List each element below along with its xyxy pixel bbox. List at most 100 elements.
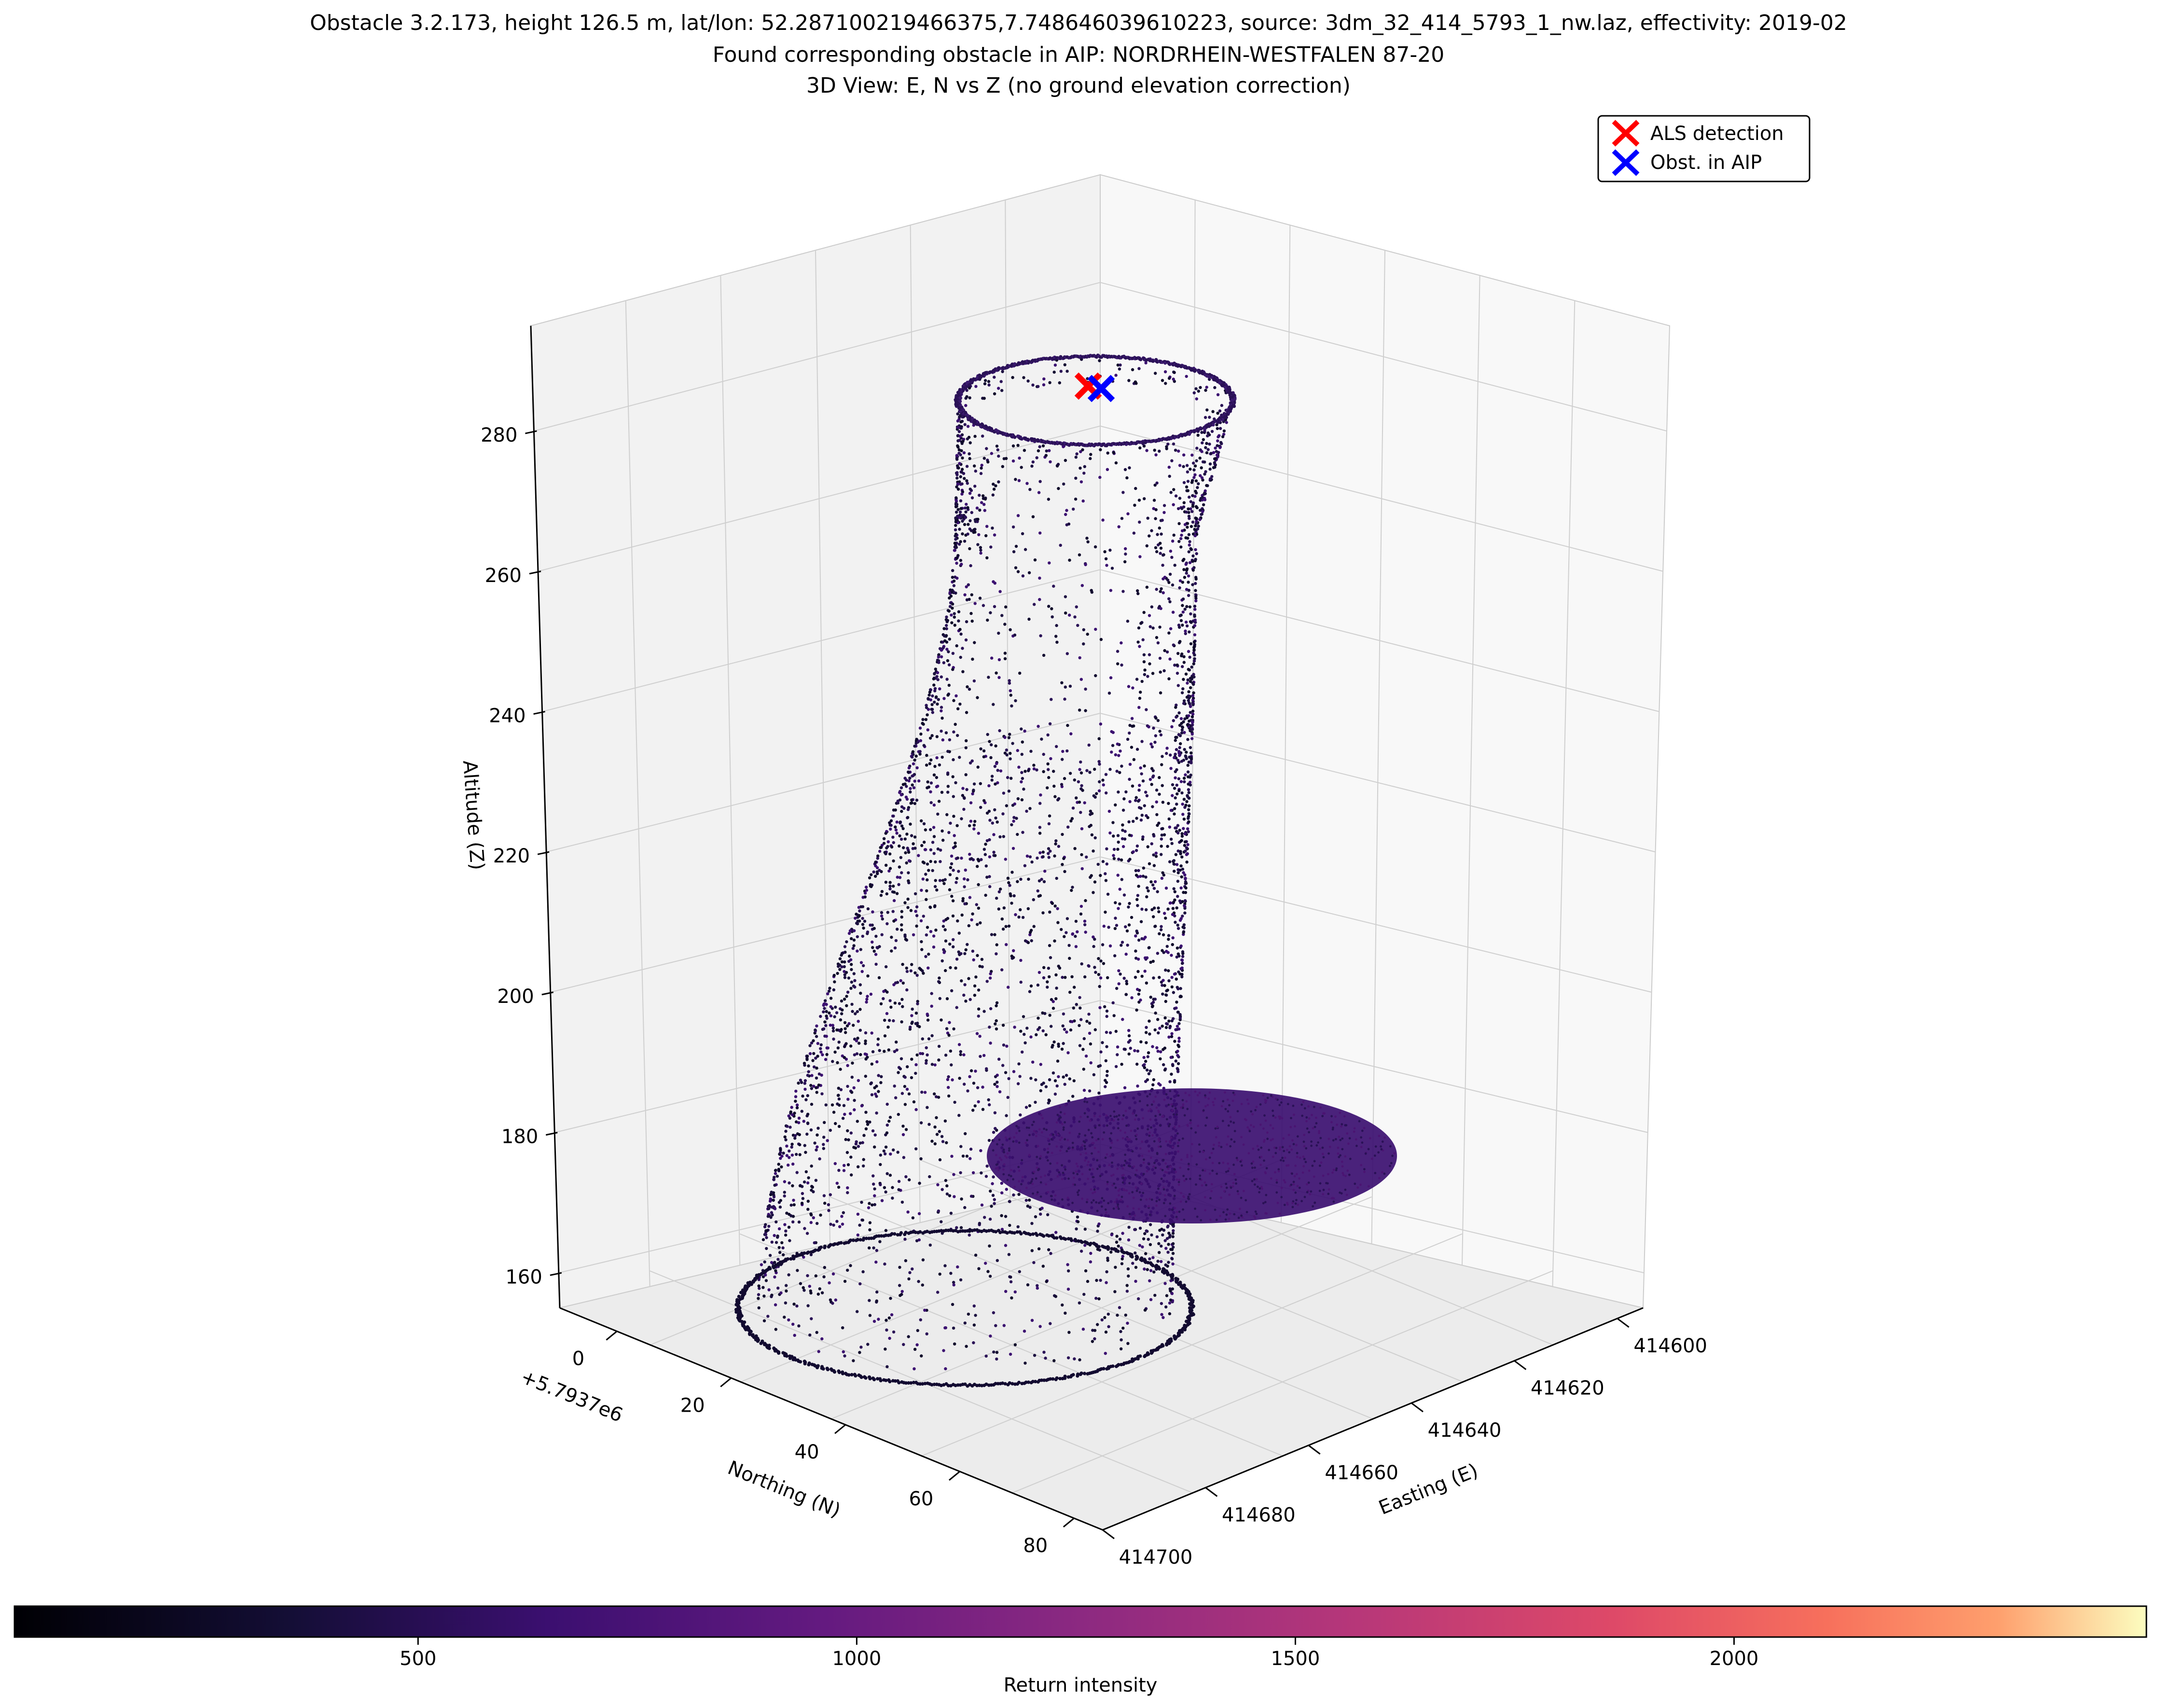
cloud-point — [1170, 1035, 1174, 1038]
cloud-point — [777, 1246, 781, 1250]
cloud-point — [986, 1270, 990, 1273]
cloud-point — [1103, 1316, 1106, 1319]
cloud-point — [861, 916, 864, 920]
cloud-point — [1218, 446, 1222, 449]
cloud-point — [1109, 676, 1113, 680]
cloud-point — [852, 929, 856, 932]
cloud-point — [947, 1033, 951, 1037]
cloud-point — [779, 1151, 782, 1154]
cloud-point — [1061, 833, 1064, 836]
cloud-point — [1143, 497, 1146, 500]
cloud-point — [1038, 851, 1042, 855]
cloud-point — [1171, 913, 1175, 916]
cloud-point — [843, 1279, 847, 1283]
cloud-point — [1171, 794, 1174, 797]
cloud-point — [875, 1299, 879, 1303]
cloud-point — [839, 1088, 843, 1091]
cloud-point — [945, 615, 948, 619]
cloud-point — [1139, 1040, 1143, 1043]
cloud-point — [802, 1120, 806, 1123]
cloud-point — [1143, 1066, 1147, 1069]
cloud-point — [988, 1026, 991, 1029]
cloud-point — [1117, 858, 1120, 861]
cloud-point — [874, 962, 878, 966]
cloud-point — [1154, 851, 1158, 855]
cloud-point — [956, 482, 960, 486]
cloud-point — [907, 766, 911, 770]
cloud-point — [1042, 653, 1046, 657]
cloud-point — [835, 1220, 839, 1223]
cloud-point — [1025, 809, 1028, 813]
cloud-point — [904, 1128, 908, 1131]
cloud-point — [1069, 732, 1073, 736]
cloud-point — [995, 943, 998, 946]
cloud-point — [1056, 1059, 1060, 1063]
cloud-point — [1038, 598, 1041, 601]
cloud-point — [959, 1278, 963, 1282]
cloud-point — [797, 1082, 800, 1085]
cloud-point — [1035, 768, 1038, 772]
cloud-point — [1053, 939, 1056, 943]
cloud-point — [1111, 1001, 1115, 1004]
cloud-point — [1134, 957, 1138, 960]
cloud-point — [947, 683, 951, 687]
cloud-point — [850, 1002, 854, 1006]
cloud-point — [861, 1141, 864, 1144]
cloud-point — [964, 510, 968, 514]
cloud-point — [944, 969, 947, 972]
cloud-point — [1005, 1114, 1008, 1117]
cloud-point — [953, 624, 957, 627]
cloud-point — [951, 914, 955, 918]
cloud-point — [911, 750, 915, 753]
cloud-point — [890, 1313, 894, 1317]
cloud-point — [988, 855, 992, 859]
cloud-point — [984, 534, 988, 538]
cloud-point — [1064, 1311, 1067, 1315]
cloud-point — [1188, 719, 1191, 723]
cloud-point — [1176, 952, 1180, 956]
cloud-point — [1154, 517, 1157, 520]
cloud-point — [1114, 1065, 1118, 1069]
cloud-point — [1177, 711, 1181, 715]
cloud-point — [1161, 1025, 1164, 1028]
cloud-point — [1078, 1024, 1081, 1028]
cloud-point — [1052, 584, 1055, 588]
cloud-point — [1091, 1329, 1094, 1332]
cloud-point — [1170, 976, 1174, 979]
cloud-point — [1051, 1045, 1054, 1049]
cloud-point — [1172, 1245, 1175, 1249]
cloud-point — [1049, 1252, 1052, 1255]
cloud-point — [843, 1354, 846, 1358]
cloud-point — [788, 1156, 791, 1159]
cloud-point — [968, 487, 972, 491]
cloud-point — [1055, 745, 1058, 749]
cloud-point — [1116, 847, 1120, 851]
cloud-point — [1137, 706, 1141, 709]
cloud-point — [1175, 946, 1179, 950]
cloud-point — [835, 1011, 839, 1014]
cloud-point — [1174, 752, 1177, 756]
cloud-point — [933, 687, 937, 690]
cloud-point — [1133, 503, 1136, 507]
cloud-point — [1181, 529, 1184, 533]
cloud-point — [1123, 1048, 1127, 1051]
cloud-point — [971, 1109, 975, 1112]
cloud-point — [790, 1113, 794, 1117]
cloud-point — [1136, 958, 1140, 961]
cloud-point — [933, 905, 937, 908]
cloud-point — [844, 1031, 847, 1034]
cloud-point — [879, 1002, 883, 1006]
cloud-point — [979, 805, 982, 809]
cloud-point — [777, 1227, 781, 1231]
cloud-point — [1145, 1041, 1148, 1044]
cloud-point — [1169, 1055, 1173, 1059]
cloud-point — [977, 883, 980, 887]
cloud-point — [1079, 480, 1083, 484]
cloud-point — [1011, 459, 1015, 463]
cloud-point — [1176, 831, 1180, 835]
cloud-point — [1172, 643, 1175, 647]
cloud-point — [1187, 820, 1190, 824]
cloud-point — [787, 1225, 791, 1229]
cloud-point — [966, 506, 969, 510]
cloud-point — [933, 1125, 937, 1129]
